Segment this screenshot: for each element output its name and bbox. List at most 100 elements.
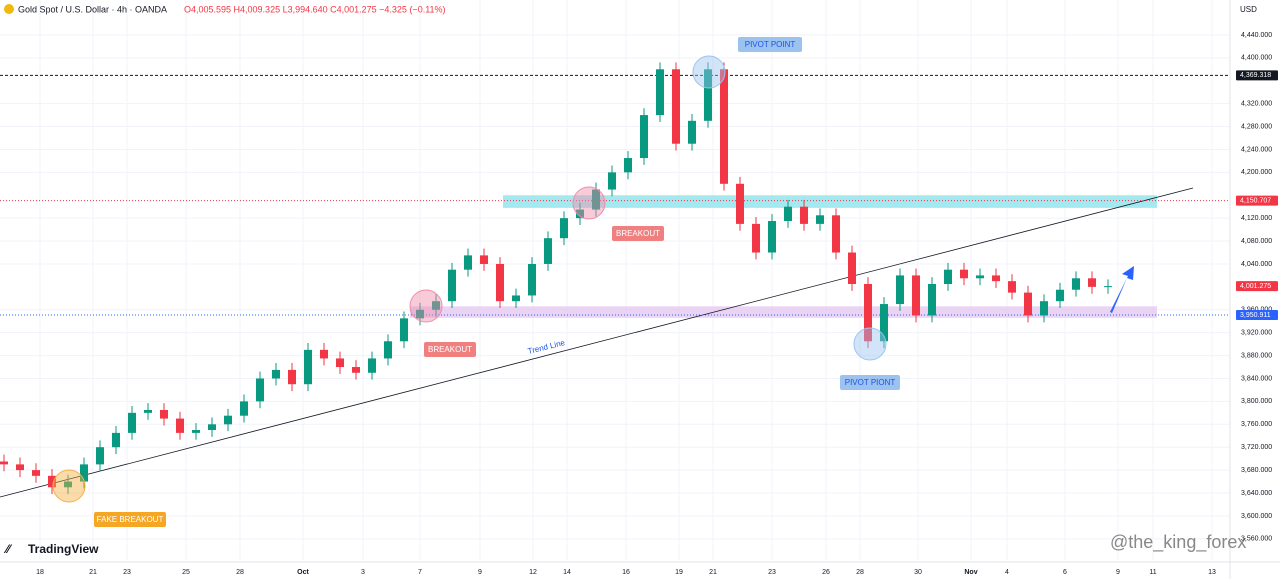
candle-body — [736, 183, 744, 224]
highlight-circle — [52, 469, 86, 503]
x-tick-label: 13 — [1208, 569, 1216, 576]
y-tick-label: 4,400.000 — [1241, 55, 1272, 62]
y-tick-label: 4,240.000 — [1241, 146, 1272, 153]
x-tick-label: 3 — [361, 569, 365, 576]
annotation-box — [424, 342, 476, 357]
candle-body — [960, 269, 968, 279]
y-tick-label: 3,680.000 — [1241, 467, 1272, 474]
x-tick-label: 12 — [529, 569, 537, 576]
candle-body — [304, 349, 312, 385]
x-tick-label: 4 — [1005, 569, 1009, 576]
candle-body — [64, 481, 72, 488]
x-tick-label: 9 — [1116, 569, 1120, 576]
candle-body — [352, 367, 360, 373]
annotation: BREAKOUT — [616, 229, 660, 238]
x-tick-label: 21 — [709, 569, 717, 576]
x-tick-label: 16 — [622, 569, 630, 576]
price-tag-label: 4,150.707 — [1240, 197, 1271, 204]
price-tag — [1236, 281, 1278, 292]
candle-body — [112, 432, 120, 448]
candle-body — [816, 215, 824, 224]
candle-body — [592, 189, 600, 210]
y-tick-label: 3,880.000 — [1241, 352, 1272, 359]
annotation-box — [612, 226, 664, 241]
x-tick-label: 26 — [822, 569, 830, 576]
candle-body — [928, 284, 936, 316]
candle-body — [624, 158, 632, 173]
y-tick-label: 4,040.000 — [1241, 261, 1272, 268]
brand-logo: ⁄⁄ — [3, 542, 13, 556]
candle-body — [784, 206, 792, 222]
annotation-box — [840, 375, 900, 390]
candle-body — [368, 358, 376, 373]
candle-body — [384, 341, 392, 359]
candle-body — [320, 349, 328, 359]
x-tick-label: 23 — [123, 569, 131, 576]
candle-body — [144, 409, 152, 413]
candle-body — [720, 69, 728, 184]
x-tick-label: 9 — [478, 569, 482, 576]
y-tick-label: 4,080.000 — [1241, 238, 1272, 245]
annotation: FAKE BREAKOUT — [97, 515, 164, 524]
highlight-circle — [853, 327, 887, 361]
candle-body — [656, 69, 664, 116]
candle-body — [0, 461, 8, 465]
price-tag-label: 4,369.318 — [1240, 72, 1271, 79]
candle-body — [672, 69, 680, 144]
candle-body — [272, 369, 280, 379]
candle-body — [224, 415, 232, 425]
candle-body — [1088, 278, 1096, 287]
candle-body — [896, 275, 904, 305]
x-tick-label: 11 — [1149, 569, 1156, 576]
candle-body — [240, 401, 248, 416]
candle-body — [256, 378, 264, 402]
price-tag — [1236, 309, 1278, 320]
candle-body — [400, 318, 408, 342]
x-tick-label: 19 — [675, 569, 683, 576]
candle-body — [1024, 292, 1032, 316]
candle-body — [464, 255, 472, 270]
candle-body — [688, 120, 696, 144]
x-tick-label: 28 — [856, 569, 864, 576]
candle-body — [832, 215, 840, 253]
price-tag-label: 4,001.275 — [1240, 283, 1271, 290]
ohlc: O4,005.595 H4,009.325 L3,994.640 C4,001.… — [184, 4, 446, 14]
candle-body — [1040, 301, 1048, 316]
highlight-circle — [409, 289, 443, 323]
price-tag — [1236, 70, 1278, 81]
x-tick-label: 28 — [236, 569, 244, 576]
candle-body — [1056, 289, 1064, 302]
candle-body — [96, 447, 104, 465]
candle-body — [160, 409, 168, 419]
candle-body — [1104, 286, 1112, 288]
highlight-circle — [692, 55, 726, 89]
y-tick-label: 3,840.000 — [1241, 375, 1272, 382]
candle-body — [496, 263, 504, 302]
y-tick-label: 3,920.000 — [1241, 330, 1272, 337]
candle-body — [576, 209, 584, 219]
candle-body — [608, 172, 616, 190]
y-tick-label: 3,800.000 — [1241, 398, 1272, 405]
annotation-box — [94, 512, 166, 527]
candle-body — [1008, 281, 1016, 293]
y-tick-label: 4,440.000 — [1241, 32, 1272, 39]
x-tick-label: 18 — [36, 569, 44, 576]
annotation: BREAKOUT — [428, 345, 472, 354]
candle-body — [16, 464, 24, 471]
x-tick-label: 6 — [1063, 569, 1067, 576]
arrow — [1110, 266, 1134, 313]
candle-body — [176, 418, 184, 433]
y-tick-label: 4,200.000 — [1241, 169, 1272, 176]
candle-body — [48, 475, 56, 488]
candle-body — [640, 115, 648, 159]
x-tick-label: 25 — [182, 569, 190, 576]
symbol: Gold Spot / U.S. Dollar · 4h · OANDA — [18, 4, 167, 14]
x-tick-label: 23 — [768, 569, 776, 576]
y-tick-label: 3,760.000 — [1241, 421, 1272, 428]
x-tick-label: 14 — [563, 569, 571, 576]
candle-body — [944, 269, 952, 285]
candle-body — [128, 412, 136, 433]
trend-line — [0, 187, 1194, 498]
